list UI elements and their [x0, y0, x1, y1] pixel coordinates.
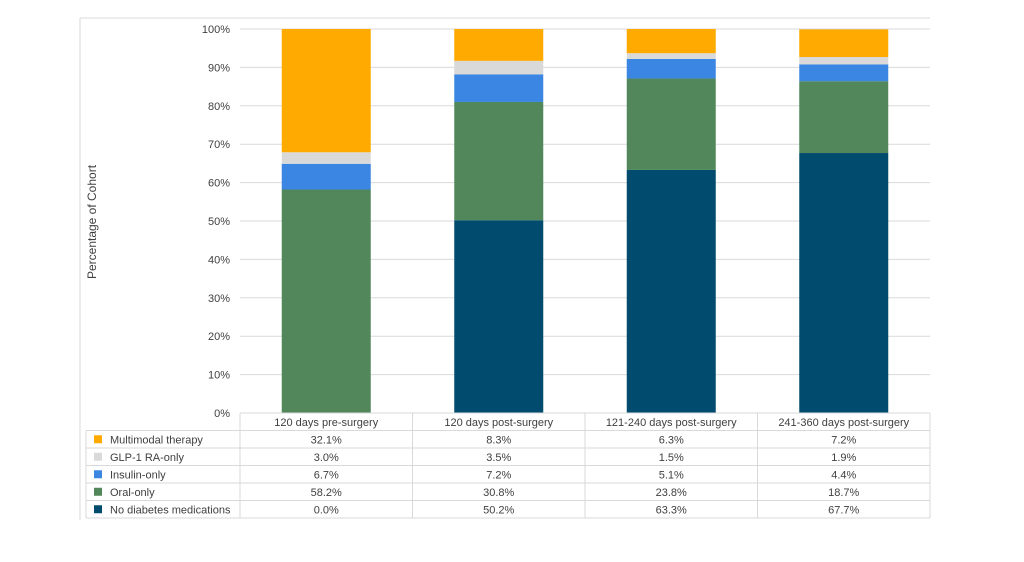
bar-segment	[454, 220, 544, 413]
data-label: 3.0%	[314, 452, 339, 464]
data-label: 6.3%	[659, 434, 684, 446]
bar-segment	[281, 189, 371, 413]
y-tick-label: 40%	[208, 254, 230, 266]
legend-label: Insulin-only	[110, 469, 166, 481]
bar-segment	[626, 58, 716, 79]
legend-label: GLP-1 RA-only	[110, 452, 184, 464]
data-label: 23.8%	[656, 487, 687, 499]
legend-label: Multimodal therapy	[110, 434, 203, 446]
data-label: 1.9%	[831, 452, 856, 464]
data-label: 58.2%	[311, 487, 342, 499]
x-tick-label: 241-360 days post-surgery	[778, 417, 909, 429]
data-label: 50.2%	[483, 504, 514, 516]
x-tick-label: 120 days pre-surgery	[274, 417, 378, 429]
data-label: 7.2%	[831, 434, 856, 446]
bar-segment	[281, 152, 371, 164]
data-label: 67.7%	[828, 504, 859, 516]
bar-segment	[626, 29, 716, 54]
y-tick-label: 100%	[202, 24, 230, 36]
data-label: 30.8%	[483, 487, 514, 499]
y-axis-ticks: 0% 10% 20% 30% 40% 50% 60% 70% 80% 90% 100%	[202, 24, 230, 420]
bar-segment	[626, 78, 716, 170]
y-tick-label: 60%	[208, 178, 230, 190]
bars	[281, 29, 889, 414]
data-label: 6.7%	[314, 469, 339, 481]
bar-segment	[454, 74, 544, 102]
bar-segment	[281, 163, 371, 190]
y-tick-label: 10%	[208, 370, 230, 382]
legend-swatch	[94, 435, 102, 444]
bar-segment	[799, 153, 889, 414]
bar-segment	[281, 29, 371, 153]
data-label: 32.1%	[311, 434, 342, 446]
bar-segment	[799, 57, 889, 65]
legend-swatch	[94, 505, 102, 514]
bar-segment	[799, 64, 889, 82]
y-tick-label: 50%	[208, 216, 230, 228]
y-axis-label: Percentage of Cohort	[85, 164, 99, 279]
data-label: 3.5%	[486, 452, 511, 464]
y-tick-label: 0%	[214, 408, 230, 420]
bar-segment	[626, 169, 716, 413]
data-table: 120 days pre-surgery 120 days post-surger…	[85, 412, 931, 519]
legend-label: No diabetes medications	[110, 504, 231, 516]
legend-swatch	[94, 487, 102, 496]
y-tick-label: 80%	[208, 101, 230, 113]
bar-segment	[626, 53, 716, 59]
y-tick-label: 20%	[208, 331, 230, 343]
data-label: 4.4%	[831, 469, 856, 481]
x-tick-label: 120 days post-surgery	[444, 417, 553, 429]
data-label: 7.2%	[486, 469, 511, 481]
data-label: 8.3%	[486, 434, 511, 446]
bar-segment	[454, 101, 544, 221]
y-tick-label: 90%	[208, 62, 230, 74]
legend-swatch	[94, 470, 102, 479]
bar-segment	[454, 29, 544, 61]
data-label: 0.0%	[314, 504, 339, 516]
legend-label: Oral-only	[110, 487, 155, 499]
x-tick-label: 121-240 days post-surgery	[606, 417, 737, 429]
bar-segment	[799, 29, 889, 58]
data-label: 5.1%	[659, 469, 684, 481]
legend-swatch	[94, 452, 102, 461]
bar-segment	[799, 81, 889, 154]
data-label: 18.7%	[828, 487, 859, 499]
bar-segment	[454, 60, 544, 75]
y-tick-label: 30%	[208, 293, 230, 305]
chart-frame	[79, 17, 930, 520]
data-label: 63.3%	[656, 504, 687, 516]
y-tick-label: 70%	[208, 139, 230, 151]
data-label: 1.5%	[659, 452, 684, 464]
